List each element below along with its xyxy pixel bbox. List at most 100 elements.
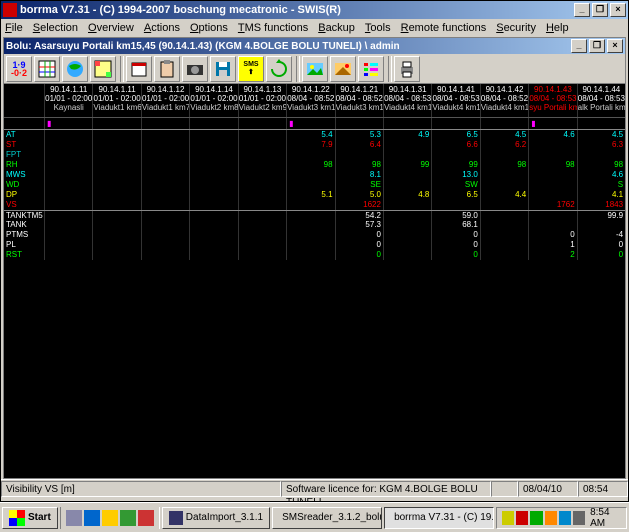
data-row: MWS8.113.04.6 — [4, 170, 625, 180]
tool-refresh-icon[interactable] — [266, 56, 292, 82]
data-cell — [189, 180, 237, 190]
data-cell: 1843 — [577, 200, 625, 210]
data-cell: 4.4 — [480, 190, 528, 200]
inner-minimize-button[interactable]: _ — [571, 39, 587, 53]
menu-item[interactable]: TMS functions — [238, 22, 308, 34]
menu-item[interactable]: Actions — [144, 22, 180, 34]
data-cell — [189, 211, 237, 220]
taskbar-button[interactable]: borrma V7.31 - (C) 19... — [384, 507, 494, 529]
tool-sms-icon[interactable]: SMS⬆ — [238, 56, 264, 82]
menu-item[interactable]: File — [5, 22, 23, 34]
column-header[interactable]: 90.14.1.4408/04 - 08:53alk Portali km1 — [577, 84, 625, 117]
inner-maximize-button[interactable]: ❐ — [589, 39, 605, 53]
ql-icon[interactable] — [66, 510, 82, 526]
data-row: RST0020 — [4, 250, 625, 260]
data-cell — [189, 190, 237, 200]
data-cell — [141, 240, 189, 250]
minimize-button[interactable]: _ — [574, 3, 590, 17]
data-cell: 54.2 — [335, 211, 383, 220]
menu-item[interactable]: Help — [546, 22, 569, 34]
column-header[interactable]: 90.14.1.4208/04 - 08:52Viadukt4 km14.6 — [480, 84, 528, 117]
outer-titlebar[interactable]: borrma V7.31 - (C) 1994-2007 boschung me… — [1, 1, 628, 19]
tool-calendar-icon[interactable] — [126, 56, 152, 82]
data-cell — [528, 220, 576, 230]
data-cell — [286, 180, 334, 190]
ql-icon[interactable] — [120, 510, 136, 526]
column-header[interactable]: 90.14.1.2208/04 - 08:52Viadukt3 km12.4 — [286, 84, 334, 117]
inner-titlebar[interactable]: Bolu: Asarsuyu Portali km15,45 (90.14.1.… — [4, 38, 625, 54]
tray-icon[interactable] — [545, 511, 557, 525]
tray-icon[interactable] — [530, 511, 542, 525]
data-cell: 5.4 — [286, 130, 334, 140]
tray-icon[interactable] — [573, 511, 585, 525]
tool-globe-icon[interactable] — [62, 56, 88, 82]
data-cell: 5.3 — [335, 130, 383, 140]
ql-icon[interactable] — [84, 510, 100, 526]
data-cell: 6.4 — [335, 140, 383, 150]
data-cell — [92, 230, 140, 240]
menu-item[interactable]: Options — [190, 22, 228, 34]
column-header[interactable]: 90.14.1.2108/04 - 08:52Viadukt3 km13. — [335, 84, 383, 117]
maximize-button[interactable]: ❐ — [592, 3, 608, 17]
menu-item[interactable]: Backup — [318, 22, 355, 34]
taskbar-button[interactable]: DataImport_3.1.1 — [162, 507, 270, 529]
data-cell: 7.9 — [286, 140, 334, 150]
data-cell — [141, 150, 189, 160]
tool-grid-icon[interactable] — [34, 56, 60, 82]
start-button[interactable]: Start — [2, 507, 58, 529]
inner-title: Bolu: Asarsuyu Portali km15,45 (90.14.1.… — [6, 41, 400, 52]
data-row: PL0010 — [4, 240, 625, 250]
inner-close-button[interactable]: × — [607, 39, 623, 53]
ql-icon[interactable] — [102, 510, 118, 526]
column-header[interactable]: 90.14.1.4308/04 - 08:53syu Portali km — [528, 84, 576, 117]
tool-numbers-icon[interactable]: 1·9-0·2 — [6, 56, 32, 82]
tool-clipboard-icon[interactable] — [154, 56, 180, 82]
tray-icon[interactable] — [502, 511, 514, 525]
tool-save-icon[interactable] — [210, 56, 236, 82]
data-cell — [44, 220, 92, 230]
tool-bars-icon[interactable] — [358, 56, 384, 82]
data-cell — [383, 180, 431, 190]
data-cell — [44, 250, 92, 260]
menu-item[interactable]: Security — [496, 22, 536, 34]
tray-icon[interactable] — [516, 511, 528, 525]
data-row: WDSESWS — [4, 180, 625, 190]
tool-camera-icon[interactable] — [182, 56, 208, 82]
data-cell — [189, 160, 237, 170]
data-cell: 4.8 — [383, 190, 431, 200]
data-cell: 6.5 — [431, 130, 479, 140]
data-row: FPT — [4, 150, 625, 160]
data-cell — [238, 211, 286, 220]
ql-icon[interactable] — [138, 510, 154, 526]
data-cell — [92, 220, 140, 230]
close-button[interactable]: × — [610, 3, 626, 17]
column-header[interactable]: 90.14.1.4108/04 - 08:53Viadukt4 km14.4 — [431, 84, 479, 117]
data-cell — [92, 180, 140, 190]
data-cell: 57.3 — [335, 220, 383, 230]
tray-icon[interactable] — [559, 511, 571, 525]
column-header[interactable]: 90.14.1.1101/01 - 02:00Kaynasli — [44, 84, 92, 117]
marker-cell — [335, 118, 383, 129]
menu-item[interactable]: Tools — [365, 22, 391, 34]
data-cell: 0 — [431, 250, 479, 260]
menu-item[interactable]: Overview — [88, 22, 134, 34]
data-cell — [92, 130, 140, 140]
column-header[interactable]: 90.14.1.3108/04 - 08:53Viadukt4 km13.48 — [383, 84, 431, 117]
data-cell: -4 — [577, 230, 625, 240]
column-header[interactable]: 90.14.1.1201/01 - 02:00Viadukt1 km7.8 — [141, 84, 189, 117]
row-label: DP — [4, 190, 44, 200]
taskbar-button[interactable]: SMSreader_3.1.2_bolu — [272, 507, 382, 529]
data-cell: 8.1 — [335, 170, 383, 180]
column-header[interactable]: 90.14.1.1401/01 - 02:00Viadukt2 km8.5 — [189, 84, 237, 117]
tool-grid2-icon[interactable] — [90, 56, 116, 82]
column-header[interactable]: 90.14.1.1101/01 - 02:00Viadukt1 km6.9 — [92, 84, 140, 117]
tool-print-icon[interactable] — [394, 56, 420, 82]
menu-item[interactable]: Remote functions — [401, 22, 487, 34]
tool-image2-icon[interactable] — [330, 56, 356, 82]
data-cell: 4.9 — [383, 130, 431, 140]
tool-image-icon[interactable] — [302, 56, 328, 82]
column-header[interactable]: 90.14.1.1301/01 - 02:00Viadukt2 km9. — [238, 84, 286, 117]
data-cell — [480, 170, 528, 180]
menu-item[interactable]: Selection — [33, 22, 78, 34]
data-cell — [238, 190, 286, 200]
